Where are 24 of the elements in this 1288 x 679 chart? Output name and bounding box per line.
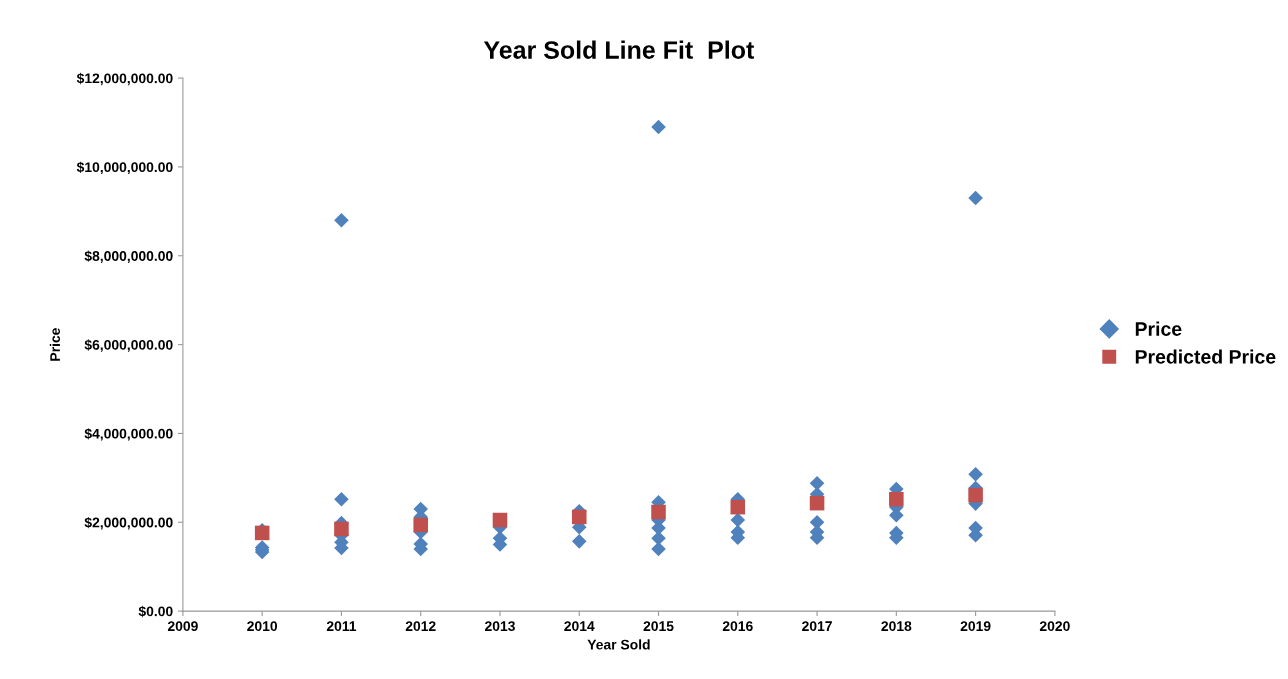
x-tick-label: 2013 <box>485 621 515 632</box>
x-tick-label: 2014 <box>564 621 595 632</box>
x-tick-label: 2020 <box>1039 621 1070 632</box>
y-tick-label: $12,000,000.00 <box>76 72 173 86</box>
x-tick-label: 2011 <box>326 621 357 632</box>
x-tick-label: 2018 <box>881 621 912 632</box>
legend-label: Predicted Price <box>1135 349 1276 364</box>
y-tick-label: $6,000,000.00 <box>84 339 173 352</box>
x-tick-label: 2012 <box>405 621 436 632</box>
y-tick-label: $4,000,000.00 <box>84 428 173 441</box>
chart-title: Year Sold Line Fit Plot <box>483 40 755 59</box>
legend-label: Price <box>1135 321 1182 336</box>
x-tick-label: 2015 <box>643 621 674 632</box>
y-axis-title: Price <box>49 328 61 361</box>
x-tick-label: 2017 <box>802 621 832 632</box>
y-tick-label: $2,000,000.00 <box>84 516 173 530</box>
x-tick-label: 2009 <box>167 621 198 632</box>
y-tick-label: $10,000,000.00 <box>76 161 173 175</box>
y-tick-label: $0.00 <box>138 605 173 618</box>
x-tick-label: 2019 <box>960 621 991 632</box>
x-tick-label: 2010 <box>247 621 278 632</box>
y-tick-label: $8,000,000.00 <box>84 250 173 263</box>
x-tick-label: 2016 <box>722 621 753 632</box>
x-axis-title: Year Sold <box>587 639 650 650</box>
